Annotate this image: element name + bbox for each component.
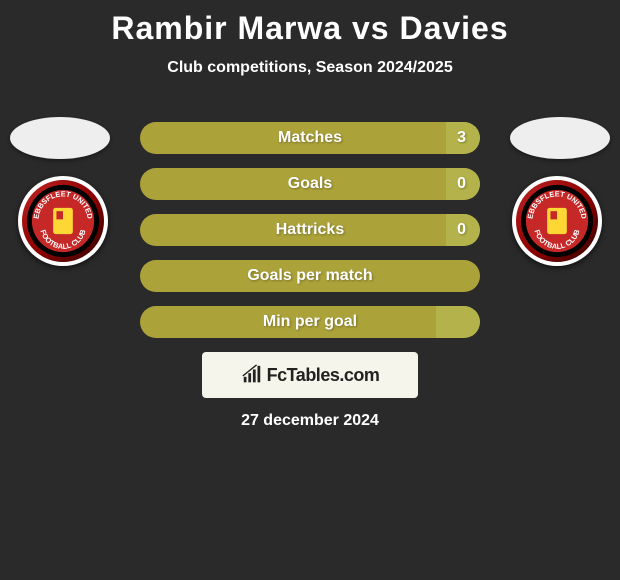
stat-value-right: 0 (457, 214, 466, 246)
stat-label: Goals (140, 168, 480, 200)
stat-row: Goals per match (140, 260, 480, 292)
player-right-avatar (510, 117, 610, 159)
date-label: 27 december 2024 (0, 412, 620, 430)
stats-list: Matches3Goals0Hattricks0Goals per matchM… (140, 122, 480, 352)
stat-row: Hattricks0 (140, 214, 480, 246)
stat-row: Goals0 (140, 168, 480, 200)
stat-value-right: 3 (457, 122, 466, 154)
page-subtitle: Club competitions, Season 2024/2025 (0, 59, 620, 77)
player-left-avatar (10, 117, 110, 159)
stat-value-right: 0 (457, 168, 466, 200)
stat-row: Min per goal (140, 306, 480, 338)
stat-label: Hattricks (140, 214, 480, 246)
source-logo: FcTables.com (202, 352, 418, 398)
club-badge-left: EBBSFLEET UNITED FOOTBALL CLUB (18, 176, 108, 266)
stat-label: Min per goal (140, 306, 480, 338)
stat-label: Matches (140, 122, 480, 154)
chart-icon (241, 364, 263, 386)
club-badge-right: EBBSFLEET UNITED FOOTBALL CLUB (512, 176, 602, 266)
source-logo-text: FcTables.com (267, 365, 380, 386)
page-title: Rambir Marwa vs Davies (0, 0, 620, 47)
stat-label: Goals per match (140, 260, 480, 292)
stat-row: Matches3 (140, 122, 480, 154)
